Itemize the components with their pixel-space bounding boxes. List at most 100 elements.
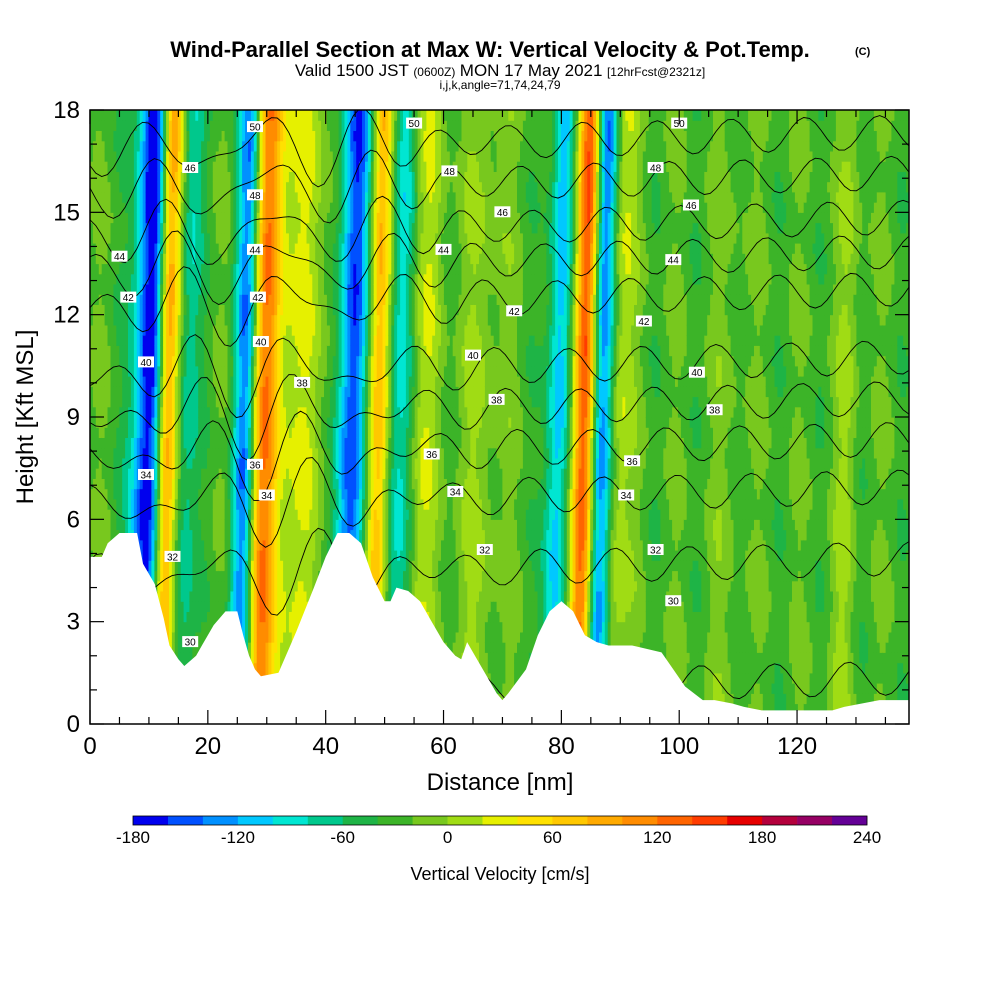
theta-contour-line [90, 230, 909, 306]
colorbar-swatch [727, 816, 763, 825]
contour-label: 32 [476, 544, 493, 557]
colorbar-swatch [237, 816, 274, 825]
axis-ticks [89, 109, 909, 725]
contour-label: 40 [252, 336, 269, 349]
subtitle-valid-time: Valid 1500 JST [295, 61, 409, 80]
y-tick-label: 12 [53, 302, 80, 329]
contour-label: 46 [182, 162, 199, 175]
x-tick-label: 20 [194, 733, 221, 760]
contour-label: 42 [635, 315, 652, 328]
colorbar-swatch [587, 816, 623, 825]
contour-label: 34 [447, 486, 464, 499]
colorbar-swatch [447, 816, 483, 825]
contour-label: 40 [688, 366, 705, 379]
contour-label: 42 [506, 305, 523, 318]
x-tick-labels: 0 20 40 60 80 100 120 [83, 733, 817, 760]
colorbar [132, 815, 868, 826]
colorbar-tick-label: -60 [330, 828, 355, 847]
theta-contour-line [90, 110, 909, 188]
x-axis-title: Distance [nm] [427, 769, 574, 796]
contour-label: 38 [294, 376, 311, 389]
theta-contour-line [90, 334, 909, 419]
contour-label: 34 [258, 489, 275, 502]
contour-label: 46 [683, 199, 699, 212]
chart-grid-info: i,j,k,angle=71,74,24,79 [439, 78, 560, 92]
y-tick-label: 18 [53, 97, 80, 124]
theta-contour-line [90, 410, 909, 501]
potential-temperature-contours [90, 110, 909, 724]
contour-label: 44 [435, 243, 452, 256]
chart-subtitle: Valid 1500 JST (0600Z) MON 17 May 2021 [… [295, 61, 705, 80]
x-tick-label: 60 [430, 733, 457, 760]
y-tick-label: 15 [53, 199, 80, 226]
subtitle-zulu-time: (0600Z) [413, 65, 455, 79]
y-tick-label: 6 [67, 506, 80, 533]
contour-label: 42 [249, 291, 266, 304]
contour-label: 36 [624, 455, 641, 468]
contour-label: 38 [706, 404, 723, 417]
contour-label: 40 [465, 349, 481, 362]
colorbar-swatch [552, 816, 588, 825]
y-tick-label: 3 [67, 609, 80, 636]
colorbar-swatch [272, 816, 309, 825]
theta-contour-line [90, 266, 909, 347]
contour-label: 50 [406, 117, 423, 130]
colorbar-swatch [307, 816, 344, 825]
colorbar-swatch [342, 816, 378, 825]
contour-label: 32 [647, 544, 664, 557]
theta-contour-line [90, 149, 909, 224]
y-tick-label: 9 [67, 404, 80, 431]
contour-label: 44 [665, 254, 682, 267]
contour-label: 48 [647, 162, 664, 175]
colorbar-tick-label: 180 [748, 828, 776, 847]
theta-contour-line [90, 195, 909, 265]
contour-label: 34 [618, 489, 635, 502]
contour-label: 30 [665, 595, 682, 608]
theta-contour-line [90, 457, 909, 548]
subtitle-forecast: [12hrFcst@2321z] [607, 65, 705, 79]
copyright-mark: (C) [855, 46, 871, 58]
theta-contour-line [90, 374, 909, 462]
contour-label: 36 [247, 458, 263, 471]
colorbar-swatch [657, 816, 693, 825]
y-tick-label: 0 [67, 711, 80, 738]
y-tick-labels: 0 3 6 9 12 15 18 [53, 97, 80, 738]
contour-label: 30 [182, 636, 199, 649]
x-tick-label: 100 [659, 733, 699, 760]
colorbar-tick-label: 240 [853, 828, 881, 847]
colorbar-tick-label: -180 [116, 828, 150, 847]
colorbar-swatch [168, 816, 204, 825]
colorbar-labels: -180 -120 -60 0 60 120 180 240 [116, 828, 881, 847]
colorbar-tick-label: 60 [543, 828, 562, 847]
colorbar-swatch [482, 816, 518, 825]
contour-label: 44 [247, 243, 263, 256]
colorbar-tick-label: -120 [221, 828, 255, 847]
contour-label: 42 [120, 291, 137, 304]
contour-label: 46 [494, 206, 511, 219]
x-tick-label: 0 [83, 733, 96, 760]
contour-label: 40 [138, 356, 154, 369]
colorbar-swatch [622, 816, 658, 825]
colorbar-swatch [202, 816, 239, 825]
colorbar-swatch [762, 816, 798, 825]
contour-label: 50 [247, 121, 263, 134]
colorbar-swatch [133, 816, 169, 825]
contour-label: 48 [441, 165, 458, 178]
colorbar-swatch [377, 816, 413, 825]
colorbar-swatch [412, 816, 448, 825]
x-tick-label: 40 [312, 733, 339, 760]
colorbar-title: Vertical Velocity [cm/s] [410, 864, 589, 884]
contour-label: 34 [138, 469, 154, 482]
theta-contour-line [90, 527, 909, 616]
colorbar-tick-label: 120 [643, 828, 671, 847]
y-axis-title: Height [Kft MSL] [12, 330, 39, 505]
contour-label: 48 [247, 189, 263, 202]
contour-label: 32 [164, 550, 181, 563]
contour-label: 38 [488, 393, 505, 406]
contour-label: 44 [111, 250, 128, 263]
x-tick-label: 80 [548, 733, 575, 760]
subtitle-date: MON 17 May 2021 [460, 61, 603, 80]
chart-title: Wind-Parallel Section at Max W: Vertical… [170, 37, 810, 62]
terrain-mask [90, 533, 909, 724]
